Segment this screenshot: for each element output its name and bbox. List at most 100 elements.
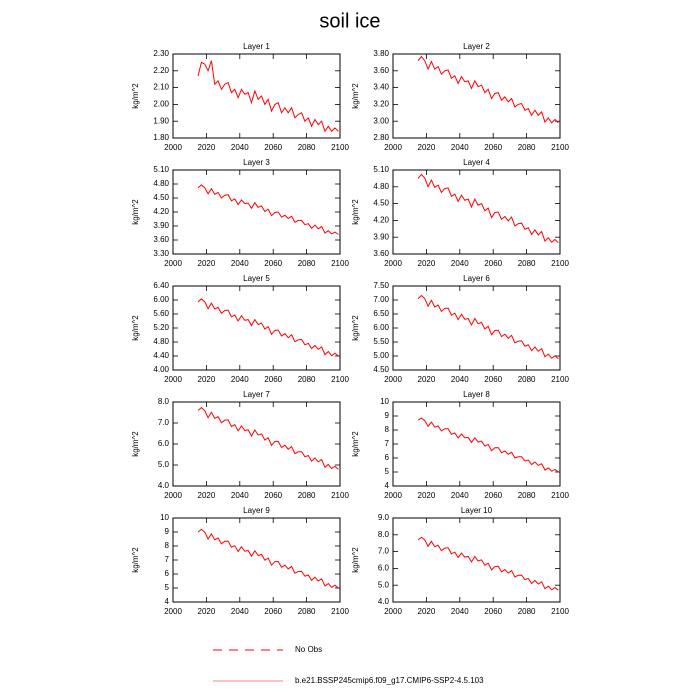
panel: Layer 1 kg/m^2 2000 2020 2040 2060 2080 2100 1.8… — [131, 42, 349, 152]
y-tick-label: 7 — [165, 555, 170, 564]
legend-label: No Obs — [295, 645, 322, 654]
y-tick-label: 3.60 — [373, 249, 389, 258]
y-tick-label: 3.80 — [373, 49, 389, 58]
panel: Layer 7 kg/m^2 2000 2020 2040 2060 2080 2100 4.0… — [131, 390, 349, 500]
y-tick-label: 9 — [385, 411, 390, 420]
x-tick-label: 2060 — [264, 375, 282, 384]
y-tick-label: 5.10 — [373, 165, 389, 174]
panel-title: Layer 3 — [243, 158, 270, 167]
data-line — [417, 536, 559, 591]
y-tick-label: 10 — [160, 513, 169, 522]
panel: Layer 9 kg/m^2 2000 2020 2040 2060 2080 2100 4 5 6… — [131, 506, 349, 616]
data-line — [197, 298, 339, 357]
y-tick-label: 3.30 — [153, 249, 169, 258]
x-tick-label: 2040 — [451, 375, 469, 384]
y-tick-label: 8.0 — [378, 530, 390, 539]
x-tick-label: 2020 — [418, 143, 436, 152]
y-tick-label: 3.90 — [153, 221, 169, 230]
panel-title: Layer 5 — [243, 274, 270, 283]
y-tick-label: 4.80 — [373, 182, 389, 191]
y-axis-label: kg/m^2 — [351, 199, 360, 225]
panel: Layer 10 kg/m^2 2000 2020 2040 2060 2080 2100 4.… — [351, 506, 569, 616]
data-line — [197, 528, 339, 589]
x-tick-label: 2040 — [231, 491, 249, 500]
x-tick-label: 2080 — [298, 375, 316, 384]
x-tick-label: 2020 — [418, 491, 436, 500]
plot-frame — [392, 53, 561, 139]
x-tick-label: 2000 — [384, 375, 402, 384]
y-tick-label: 3.20 — [373, 100, 389, 109]
x-tick-label: 2040 — [451, 607, 469, 616]
plot-frame — [172, 401, 341, 487]
y-tick-label: 5.0 — [158, 460, 170, 469]
y-tick-label: 8 — [165, 541, 170, 550]
x-tick-label: 2000 — [164, 607, 182, 616]
x-tick-label: 2020 — [198, 375, 216, 384]
y-tick-label: 6 — [385, 453, 390, 462]
panel: Layer 6 kg/m^2 2000 2020 2040 2060 2080 2100 4.5… — [351, 274, 569, 384]
y-tick-label: 7.50 — [373, 281, 389, 290]
y-tick-label: 5.00 — [373, 351, 389, 360]
x-tick-label: 2100 — [331, 143, 349, 152]
x-tick-label: 2100 — [551, 259, 569, 268]
legend-label: b.e21.BSSP245cmip6.f09_g17.CMIP6-SSP2-4.… — [295, 676, 484, 685]
x-tick-label: 2080 — [518, 375, 536, 384]
y-tick-label: 6.0 — [378, 564, 390, 573]
x-tick-label: 2020 — [198, 259, 216, 268]
figure-title: soil ice — [319, 10, 380, 32]
x-tick-label: 2040 — [451, 143, 469, 152]
y-tick-label: 5.60 — [153, 309, 169, 318]
panel-title: Layer 1 — [243, 42, 270, 51]
plot-frame — [172, 169, 341, 255]
x-tick-label: 2060 — [484, 607, 502, 616]
x-tick-label: 2080 — [518, 607, 536, 616]
y-tick-label: 7.00 — [373, 295, 389, 304]
x-tick-label: 2100 — [331, 259, 349, 268]
y-tick-label: 5 — [385, 467, 390, 476]
y-tick-label: 5.0 — [378, 580, 390, 589]
data-line — [197, 184, 339, 235]
y-tick-label: 6.50 — [373, 309, 389, 318]
x-tick-label: 2060 — [484, 259, 502, 268]
x-tick-label: 2000 — [384, 143, 402, 152]
x-tick-label: 2000 — [164, 491, 182, 500]
panel: Layer 3 kg/m^2 2000 2020 2040 2060 2080 2100 3.3… — [131, 158, 349, 268]
y-axis-label: kg/m^2 — [351, 431, 360, 457]
panel: Layer 2 kg/m^2 2000 2020 2040 2060 2080 2100 2.8… — [351, 42, 569, 152]
x-tick-label: 2080 — [518, 143, 536, 152]
x-tick-label: 2100 — [551, 491, 569, 500]
y-tick-label: 4.50 — [153, 193, 169, 202]
x-tick-label: 2040 — [231, 375, 249, 384]
panel: Layer 4 kg/m^2 2000 2020 2040 2060 2080 2100 3.6… — [351, 158, 569, 268]
y-tick-label: 2.10 — [153, 83, 169, 92]
y-tick-label: 9 — [165, 527, 170, 536]
y-tick-label: 4.40 — [153, 351, 169, 360]
x-tick-label: 2100 — [331, 491, 349, 500]
y-tick-label: 7 — [385, 439, 390, 448]
plot-frame — [392, 401, 561, 487]
y-tick-label: 2.00 — [153, 100, 169, 109]
y-tick-label: 4.80 — [153, 179, 169, 188]
y-tick-label: 4.00 — [153, 365, 169, 374]
panel-title: Layer 4 — [463, 158, 490, 167]
y-tick-label: 5 — [165, 583, 170, 592]
x-tick-label: 2020 — [198, 491, 216, 500]
x-tick-label: 2020 — [418, 259, 436, 268]
y-tick-label: 4 — [385, 481, 390, 490]
y-tick-label: 1.90 — [153, 116, 169, 125]
y-axis-label: kg/m^2 — [351, 315, 360, 341]
x-tick-label: 2100 — [551, 607, 569, 616]
y-tick-label: 3.40 — [373, 83, 389, 92]
y-tick-label: 2.80 — [373, 133, 389, 142]
y-tick-label: 4.20 — [153, 207, 169, 216]
x-tick-label: 2060 — [264, 143, 282, 152]
y-tick-label: 4 — [165, 597, 170, 606]
x-tick-label: 2020 — [198, 143, 216, 152]
x-tick-label: 2020 — [198, 607, 216, 616]
y-tick-label: 6.0 — [158, 439, 170, 448]
data-line — [197, 60, 339, 133]
x-tick-label: 2000 — [384, 607, 402, 616]
plot-frame — [172, 53, 341, 139]
x-tick-label: 2020 — [418, 607, 436, 616]
